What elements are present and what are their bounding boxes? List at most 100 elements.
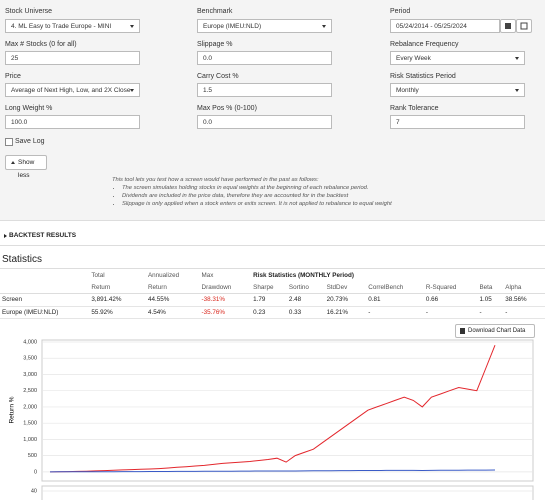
lower-panel-frame: [41, 485, 534, 500]
input[interactable]: 100.0: [5, 115, 140, 129]
label: Stock Universe: [5, 8, 53, 15]
divider: [0, 268, 545, 269]
header-cell: Return: [147, 283, 167, 291]
select[interactable]: Average of Next High, Low, and 2X Close: [5, 83, 140, 97]
input[interactable]: 25: [5, 51, 140, 65]
header-cell: Sharpe: [253, 283, 274, 291]
section-title: Statistics: [2, 254, 43, 265]
settings-panel: Stock Universe 4. ML Easy to Trade Europ…: [0, 0, 545, 221]
select[interactable]: Every Week: [390, 51, 525, 65]
note-item: Slippage is only applied when a stock en…: [122, 200, 392, 208]
cell: 44.55%: [147, 296, 170, 304]
header-cell: StdDev: [326, 283, 348, 291]
cell: 1.79: [253, 296, 266, 304]
label: Rebalance Frequency: [390, 41, 459, 48]
header-cell: Drawdown: [201, 283, 232, 291]
icon: [505, 23, 511, 29]
y-tick-label: 0: [34, 469, 37, 475]
cell: 0.33: [288, 308, 302, 316]
cell: -: [425, 308, 428, 316]
cell: 20.73%: [326, 296, 348, 304]
header-row: Total Annualized Max Risk Statistics (MONTH…: [0, 270, 545, 282]
download-button[interactable]: Download Chart Data: [455, 324, 535, 338]
y-tick-label: 2,500: [23, 388, 37, 394]
label: Long Weight %: [5, 105, 53, 112]
header-cell: CorrelBench: [368, 283, 404, 291]
cell: 4.54%: [147, 308, 166, 316]
note-intro: This tool lets you test how a screen wou…: [112, 177, 319, 183]
label: Price: [5, 73, 21, 80]
cell: 38.56%: [505, 296, 527, 304]
cell: -: [505, 308, 508, 316]
button-text: Show less: [18, 159, 35, 179]
date-input[interactable]: 05/24/2014 - 05/25/2024: [390, 19, 500, 33]
group-header: Risk Statistics (MONTHLY Period): [253, 272, 354, 280]
y-tick-label: 2,000: [23, 404, 37, 410]
cell: 1.05: [479, 296, 492, 304]
input[interactable]: 0.0: [197, 115, 332, 129]
button-text: Download Chart Data: [468, 328, 526, 334]
plot-frame: [41, 339, 534, 482]
note-item: Dividends are included in the price data…: [122, 192, 392, 200]
cell: -35.76%: [201, 308, 226, 316]
select[interactable]: 4. ML Easy to Trade Europe - MINI: [5, 19, 140, 33]
divider: [0, 245, 545, 246]
toggle-button[interactable]: Show less: [5, 155, 47, 179]
header-cell: Sortino: [288, 283, 309, 291]
input[interactable]: 1.5: [197, 83, 332, 97]
header-cell: R-Squared: [425, 283, 457, 291]
label: Slippage %: [197, 41, 233, 48]
label: Max Pos % (0-100): [197, 105, 257, 112]
y-tick-label: 500: [28, 453, 37, 459]
header-cell: Total: [91, 272, 105, 280]
select-value: Europe (IMEU:NLD): [203, 23, 262, 30]
calendar-button[interactable]: [516, 19, 532, 33]
header-cell: Max: [201, 272, 214, 280]
checkbox-label: Save Log: [15, 138, 45, 145]
input[interactable]: 7: [390, 115, 525, 129]
checkbox[interactable]: [5, 138, 13, 146]
cell: 0.81: [368, 296, 381, 304]
cell: 3,891.42%: [91, 296, 122, 304]
stats-table: Total Annualized Max Risk Statistics (MONTH…: [0, 270, 545, 319]
cell: 0.66: [425, 296, 439, 304]
label: Period: [390, 8, 411, 15]
label: Carry Cost %: [197, 73, 239, 80]
y-tick-label: 3,500: [23, 356, 37, 362]
y-axis-title: Return %: [9, 396, 16, 423]
expand-icon: [4, 234, 7, 238]
select-value: Average of Next High, Low, and 2X Close: [11, 87, 131, 94]
cell: -: [479, 308, 482, 316]
section-heading[interactable]: BACKTEST RESULTS: [9, 232, 77, 239]
cell: Screen: [2, 296, 22, 304]
select[interactable]: Monthly: [390, 83, 525, 97]
y-tick-label: 40: [31, 488, 37, 494]
cell: 55.92%: [91, 308, 113, 316]
note-item: The screen simulates holding stocks in e…: [122, 184, 392, 192]
cell: 2.48: [288, 296, 302, 304]
header-cell: Annualized: [147, 272, 180, 280]
note-list: The screen simulates holding stocks in e…: [112, 184, 392, 208]
calendar-button[interactable]: [500, 19, 516, 33]
header-cell: Beta: [479, 283, 493, 291]
y-tick-label: 3,000: [23, 372, 37, 378]
series-line: [49, 345, 496, 473]
icon: [520, 22, 528, 30]
select-value: Monthly: [396, 87, 419, 94]
cell: -38.31%: [201, 296, 226, 304]
select[interactable]: Europe (IMEU:NLD): [197, 19, 332, 33]
cell: Europe (IMEU:NLD): [2, 308, 59, 316]
header-cell: Return: [91, 283, 111, 291]
cell: -: [368, 308, 371, 316]
select-value: Every Week: [396, 55, 431, 62]
series-line: [49, 469, 496, 473]
cell: 0.23: [253, 308, 266, 316]
label: Risk Statistics Period: [390, 73, 456, 80]
header-cell: Alpha: [505, 283, 522, 291]
header-row: Return Return Drawdown Sharpe Sortino StdDev C…: [0, 282, 545, 294]
note: This tool lets you test how a screen wou…: [112, 176, 392, 208]
input[interactable]: 0.0: [197, 51, 332, 65]
label: Rank Tolerance: [390, 105, 439, 112]
